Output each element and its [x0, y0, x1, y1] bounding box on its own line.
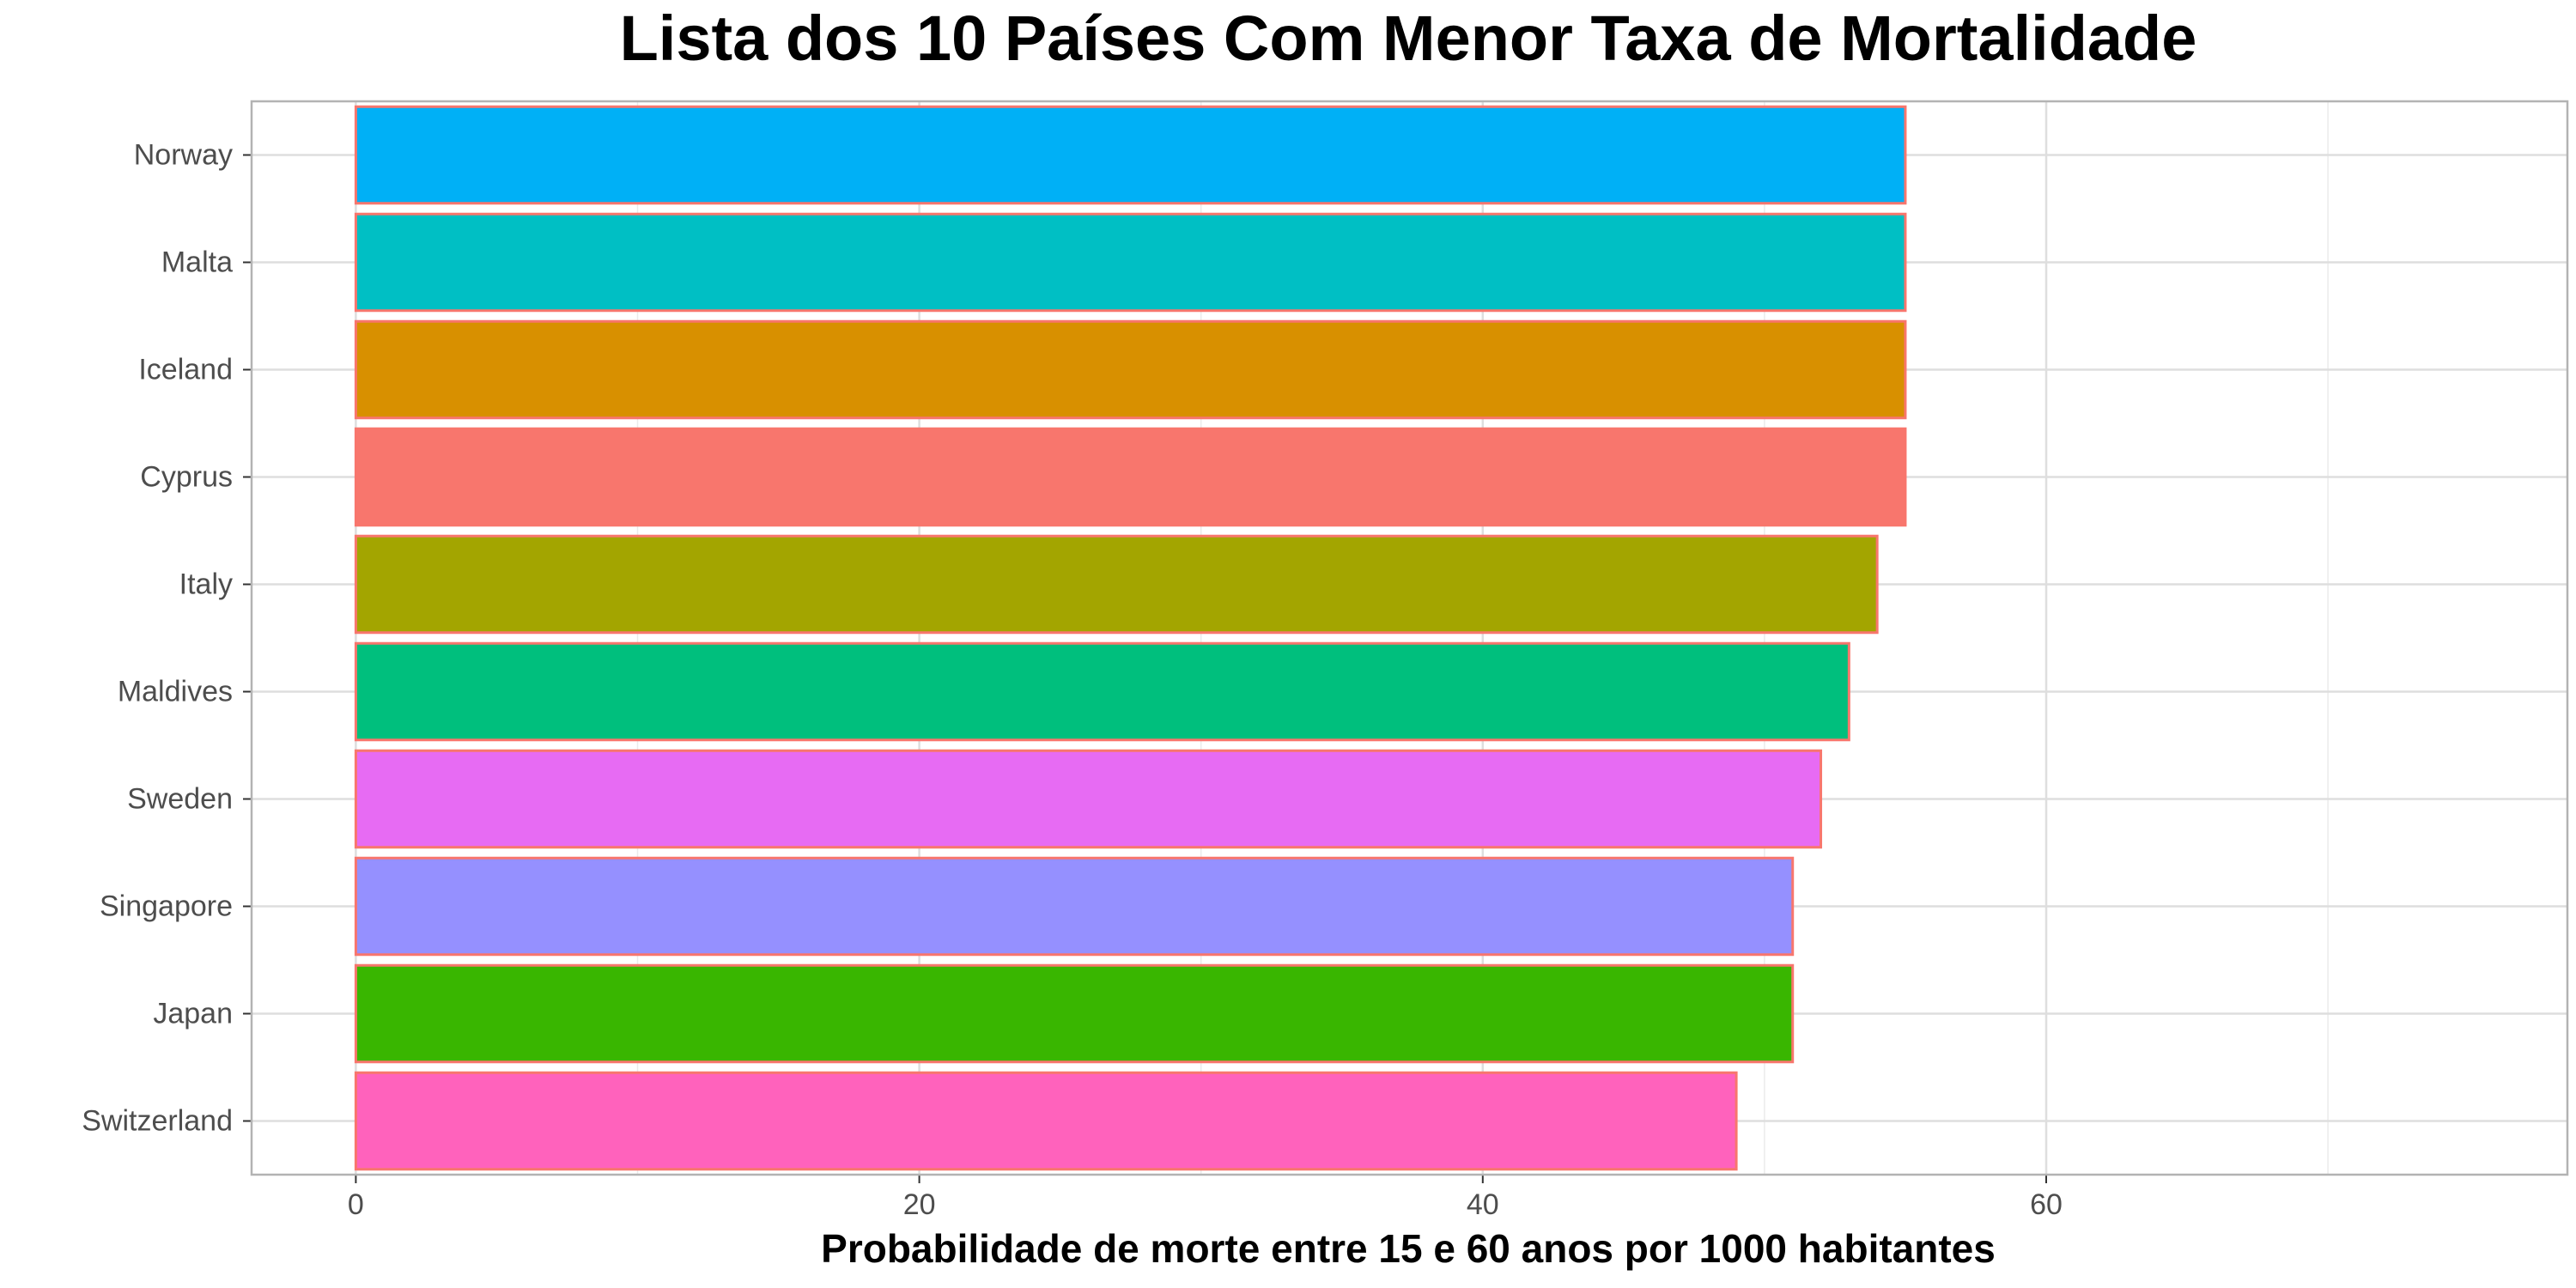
bar-maldives — [354, 641, 1850, 742]
y-tick-label: Maldives — [118, 676, 233, 708]
y-tick-label: Sweden — [127, 783, 233, 816]
bar-iceland — [354, 319, 1907, 420]
bar-japan — [354, 963, 1795, 1064]
x-tick-label: 60 — [2030, 1188, 2063, 1221]
y-tick-label: Italy — [179, 568, 233, 601]
x-tick-label: 0 — [348, 1188, 364, 1221]
x-axis-ticks: 0 20 40 60 — [348, 1175, 2063, 1221]
bars — [354, 105, 1907, 1171]
bar-sweden — [354, 749, 1823, 849]
bar-cyprus — [354, 427, 1907, 527]
bar-malta — [354, 212, 1907, 313]
y-tick-label: Cyprus — [140, 461, 233, 494]
y-tick-label: Iceland — [138, 354, 233, 386]
y-tick-label: Switzerland — [82, 1105, 233, 1138]
y-tick-label: Norway — [134, 139, 233, 172]
bar-switzerland — [354, 1071, 1738, 1171]
y-tick-label: Singapore — [100, 890, 233, 923]
y-axis-ticks: Norway Malta Iceland Cyprus Italy Maldives Swe… — [82, 139, 252, 1138]
x-tick-label: 40 — [1467, 1188, 1499, 1221]
chart-title: Lista dos 10 Países Com Menor Taxa de Mo… — [620, 3, 2197, 74]
bar-norway — [354, 105, 1907, 205]
plot-panel-border — [250, 100, 2569, 1176]
x-axis-title: Probabilidade de morte entre 15 e 60 ano… — [821, 1226, 1996, 1271]
bar-singapore — [354, 856, 1795, 957]
y-tick-label: Malta — [161, 246, 233, 279]
x-tick-label: 20 — [903, 1188, 936, 1221]
y-tick-label: Japan — [153, 998, 233, 1030]
bar-italy — [354, 534, 1879, 635]
